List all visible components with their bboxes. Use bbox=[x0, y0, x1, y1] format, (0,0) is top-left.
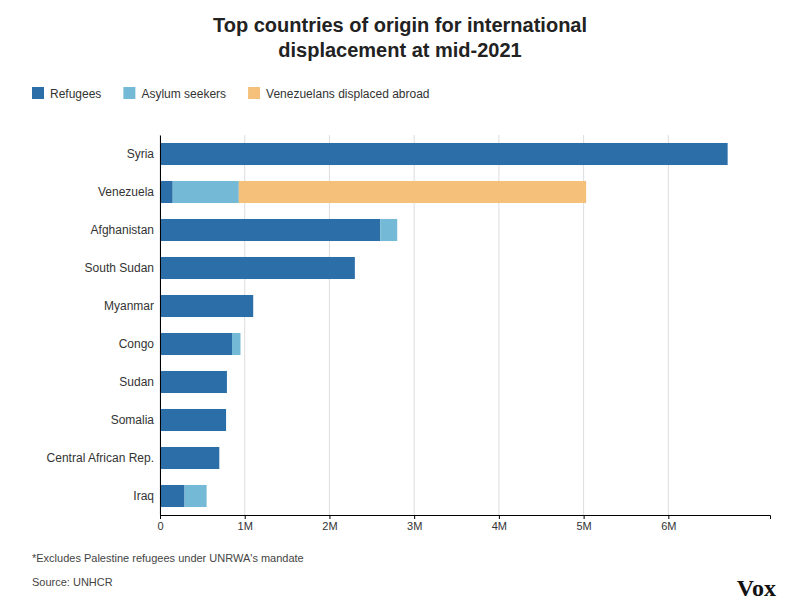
legend-label: Refugees bbox=[50, 87, 101, 101]
tick-mark bbox=[245, 515, 246, 519]
x-axis: 0 1M 2M 3M 4M 5M 6M bbox=[157, 515, 770, 532]
bar bbox=[173, 181, 239, 203]
tick: 0 bbox=[157, 515, 163, 532]
grid-line bbox=[160, 135, 161, 515]
tick: Myanmar bbox=[104, 299, 154, 313]
bar bbox=[160, 143, 728, 165]
tick-mark bbox=[668, 515, 669, 519]
bar bbox=[160, 485, 185, 507]
tick-label: 4M bbox=[492, 520, 507, 532]
bar bbox=[160, 257, 355, 279]
bar bbox=[160, 371, 227, 393]
bar bbox=[226, 409, 227, 431]
bar bbox=[160, 447, 219, 469]
bars bbox=[160, 143, 728, 507]
tick: Syria bbox=[127, 147, 155, 161]
grid-line bbox=[668, 135, 669, 515]
bar bbox=[380, 219, 397, 241]
bar bbox=[354, 257, 355, 279]
series bbox=[160, 143, 728, 507]
tick-label: 1M bbox=[238, 520, 253, 532]
tick-label: 0 bbox=[157, 520, 163, 532]
tick-label: Congo bbox=[119, 337, 155, 351]
bar bbox=[239, 181, 586, 203]
tick: Central African Rep. bbox=[47, 451, 154, 465]
legend-label: Asylum seekers bbox=[141, 87, 226, 101]
annotation: Source: UNHCR bbox=[32, 576, 113, 588]
tick: Somalia bbox=[111, 413, 155, 427]
tick: 1M bbox=[238, 515, 253, 532]
axis-line bbox=[160, 136, 161, 516]
bar bbox=[219, 447, 220, 469]
series bbox=[239, 181, 586, 203]
tick-label: 3M bbox=[407, 520, 422, 532]
legend-item: Refugees bbox=[32, 87, 101, 101]
tick: South Sudan bbox=[85, 261, 154, 275]
tick: 3M bbox=[407, 515, 422, 532]
bar bbox=[185, 485, 207, 507]
y-axis: Syria Venezuela Afghanistan South Sudan Myan… bbox=[47, 136, 161, 516]
tick-label: Venezuela bbox=[98, 185, 154, 199]
tick: 2M bbox=[322, 515, 337, 532]
tick-label: Syria bbox=[127, 147, 155, 161]
tick: 4M bbox=[492, 515, 507, 532]
legend-item: Venezuelans displaced abroad bbox=[248, 87, 429, 101]
bar bbox=[253, 295, 254, 317]
tick-mark bbox=[414, 515, 415, 519]
bar bbox=[226, 409, 227, 431]
tick-label: South Sudan bbox=[85, 261, 154, 275]
tick: 6M bbox=[661, 515, 676, 532]
legend-swatch bbox=[248, 87, 260, 99]
legend: Refugees Asylum seekers Venezuelans displa… bbox=[32, 87, 430, 101]
tick-mark bbox=[499, 515, 500, 519]
bar bbox=[226, 371, 227, 393]
logo: Vox bbox=[737, 575, 776, 601]
bar bbox=[160, 181, 173, 203]
tick: Sudan bbox=[119, 375, 154, 389]
bar bbox=[727, 143, 728, 165]
bar bbox=[397, 219, 398, 241]
legend-swatch bbox=[32, 87, 44, 99]
bar bbox=[232, 333, 240, 355]
tick-label: Afghanistan bbox=[91, 223, 154, 237]
tick: Venezuela bbox=[98, 185, 154, 199]
bar bbox=[219, 447, 220, 469]
tick: Afghanistan bbox=[91, 223, 154, 237]
bar bbox=[160, 219, 380, 241]
tick-label: Myanmar bbox=[104, 299, 154, 313]
tick-label: 5M bbox=[576, 520, 591, 532]
chart: Top countries of origin for internationa… bbox=[0, 0, 800, 610]
bar bbox=[160, 295, 253, 317]
tick-mark bbox=[584, 515, 585, 519]
bar bbox=[354, 257, 355, 279]
tick-label: Sudan bbox=[119, 375, 154, 389]
bar bbox=[206, 485, 207, 507]
tick: Iraq bbox=[133, 489, 154, 503]
tick-label: Iraq bbox=[133, 489, 154, 503]
tick: 5M bbox=[576, 515, 591, 532]
legend-item: Asylum seekers bbox=[123, 87, 226, 101]
legend-swatch bbox=[123, 87, 135, 99]
bar bbox=[240, 333, 241, 355]
tick-label: 2M bbox=[322, 520, 337, 532]
legend-label: Venezuelans displaced abroad bbox=[266, 87, 429, 101]
bar bbox=[253, 295, 254, 317]
bar bbox=[160, 333, 232, 355]
grid bbox=[160, 135, 668, 515]
bar bbox=[226, 371, 227, 393]
tick-mark bbox=[160, 515, 161, 519]
axis-line bbox=[161, 516, 771, 520]
tick-mark bbox=[329, 515, 330, 519]
plot: 0 1M 2M 3M 4M 5M 6M Syria Venezuela Afghanistan So… bbox=[47, 135, 771, 532]
tick-label: 6M bbox=[661, 520, 676, 532]
tick-label: Central African Rep. bbox=[47, 451, 154, 465]
bar bbox=[160, 409, 226, 431]
tick-label: Somalia bbox=[111, 413, 155, 427]
bar bbox=[727, 143, 728, 165]
annotation: *Excludes Palestine refugees under UNRWA… bbox=[32, 552, 304, 564]
series bbox=[173, 181, 398, 507]
tick: Congo bbox=[119, 337, 155, 351]
title: Top countries of origin for internationa… bbox=[213, 14, 587, 61]
